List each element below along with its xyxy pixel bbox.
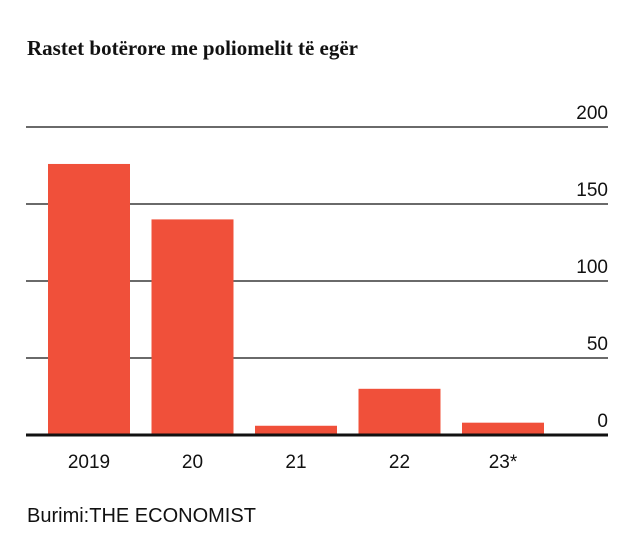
y-tick-label: 100 <box>576 257 608 278</box>
x-tick-label: 2019 <box>68 452 110 473</box>
y-tick-label: 200 <box>576 103 608 124</box>
bar <box>358 388 441 435</box>
x-tick-label: 20 <box>182 452 203 473</box>
source-name: THE ECONOMIST <box>89 505 256 527</box>
bar <box>255 425 337 435</box>
bar <box>151 219 234 435</box>
bar <box>462 422 544 435</box>
chart-title: Rastet botërore me poliomelit të egër <box>27 36 359 60</box>
x-tick-label: 23* <box>489 452 518 473</box>
source-label: Burimi: <box>27 505 90 527</box>
y-tick-label: 50 <box>587 334 608 355</box>
x-tick-label: 21 <box>285 452 306 473</box>
bar <box>48 163 130 435</box>
y-tick-label: 150 <box>576 180 608 201</box>
source-note: Burimi:THE ECONOMIST <box>27 505 256 528</box>
x-tick-label: 22 <box>389 452 410 473</box>
y-tick-label: 0 <box>597 411 608 432</box>
